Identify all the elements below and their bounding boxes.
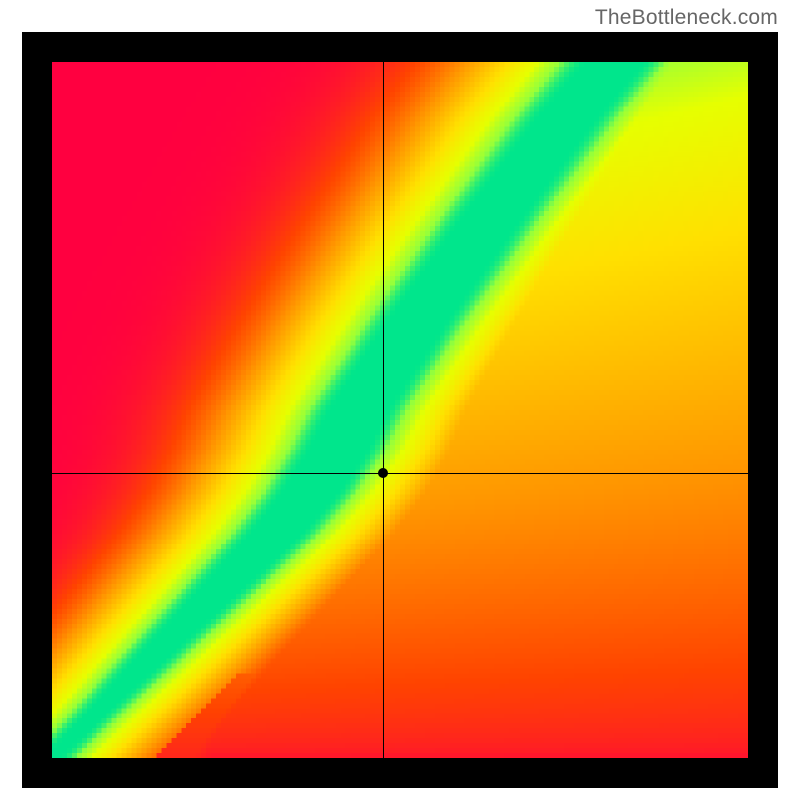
watermark-text: TheBottleneck.com (595, 6, 778, 30)
heatmap-canvas (52, 62, 748, 758)
crosshair-vertical (383, 62, 384, 758)
plot-area (52, 62, 748, 758)
crosshair-horizontal (52, 473, 748, 474)
crosshair-marker-dot (378, 468, 388, 478)
figure-container: TheBottleneck.com (0, 0, 800, 800)
